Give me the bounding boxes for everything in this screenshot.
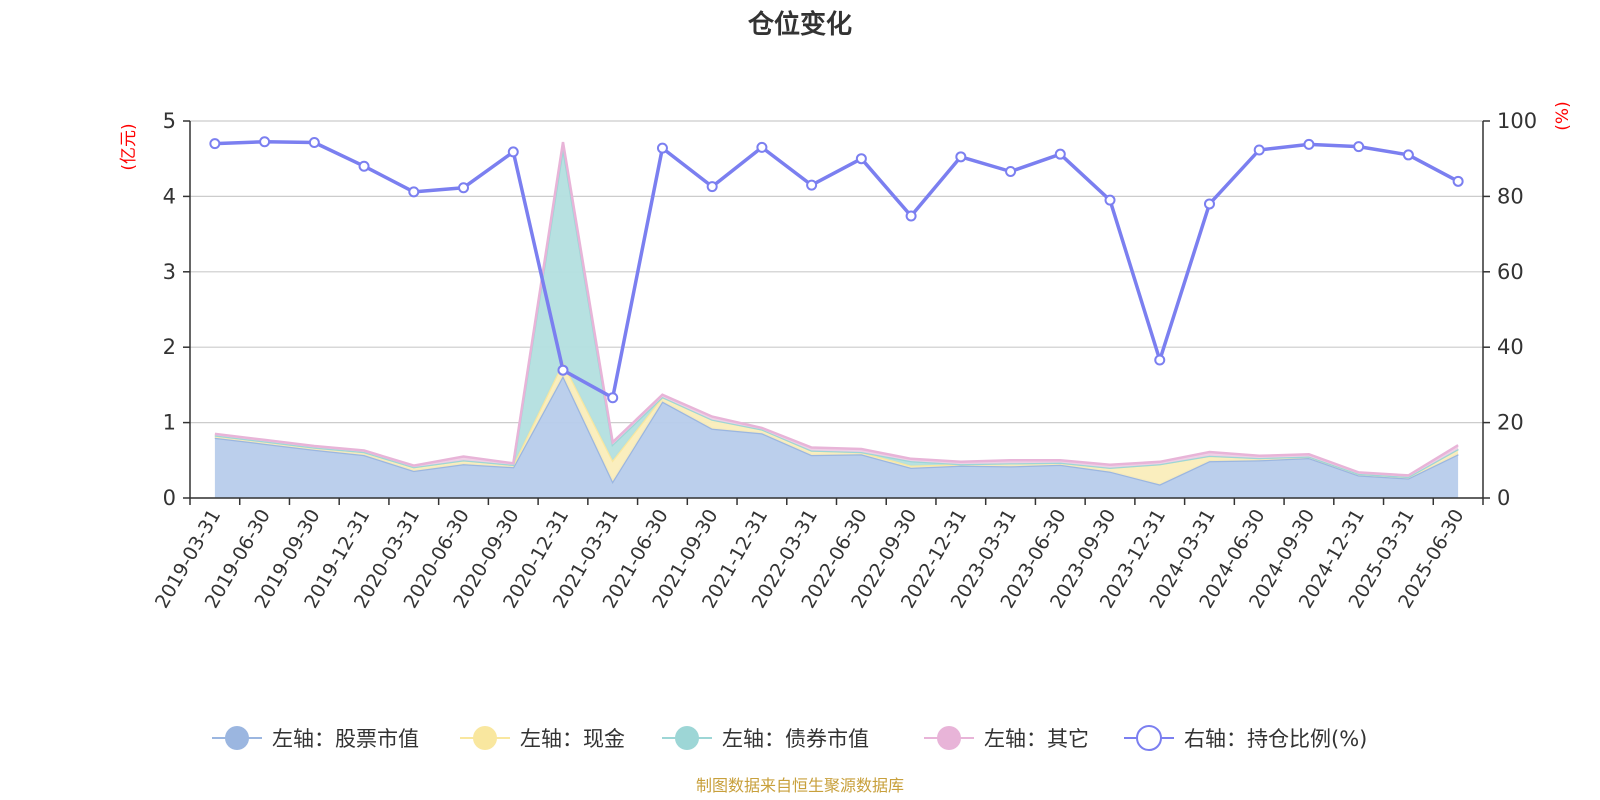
area-左轴：债券市值 [214, 147, 1459, 477]
ratio-point[interactable] [308, 136, 320, 148]
ratio-point[interactable] [607, 392, 619, 404]
ratio-point[interactable] [1005, 166, 1017, 178]
legend-marker [1136, 725, 1162, 751]
left-axis-label: (亿元) [119, 123, 139, 170]
legend: 左轴：股票市值 左轴：现金 左轴：债券市值 左轴：其它 右轴：持仓比例(%) [212, 725, 1367, 751]
legend-marker [473, 726, 497, 750]
legend-item[interactable]: 左轴：债券市值 [662, 726, 869, 751]
ratio-point[interactable] [1054, 148, 1066, 160]
legend-label: 右轴：持仓比例(%) [1184, 727, 1367, 751]
legend-marker [225, 726, 249, 750]
ratio-point[interactable] [706, 181, 718, 193]
stacked-areas [214, 141, 1459, 498]
legend-marker [675, 726, 699, 750]
legend-marker [937, 726, 961, 750]
right-tick-label: 20 [1497, 411, 1524, 435]
area-左轴：股票市值 [214, 375, 1459, 498]
right-tick-label: 60 [1497, 260, 1524, 284]
ratio-point[interactable] [855, 153, 867, 165]
axes: 0123450204060801002019-03-312019-06-3020… [151, 109, 1537, 612]
ratio-point[interactable] [1303, 138, 1315, 150]
ratio-point[interactable] [656, 142, 668, 154]
legend-label: 左轴：股票市值 [272, 727, 419, 751]
ratio-point[interactable] [756, 141, 768, 153]
right-tick-label: 80 [1497, 184, 1524, 208]
ratio-point[interactable] [905, 210, 917, 222]
ratio-point[interactable] [1203, 198, 1215, 210]
ratio-point[interactable] [507, 146, 519, 158]
left-tick-label: 5 [163, 109, 176, 133]
area-edge-左轴：其它 [214, 141, 1459, 477]
ratio-point[interactable] [1402, 149, 1414, 161]
ratio-point[interactable] [1353, 141, 1365, 153]
right-tick-label: 0 [1497, 486, 1510, 510]
ratio-point[interactable] [458, 182, 470, 194]
left-tick-label: 0 [163, 486, 176, 510]
right-tick-label: 40 [1497, 335, 1524, 359]
legend-item[interactable]: 左轴：现金 [460, 726, 625, 751]
legend-item[interactable]: 右轴：持仓比例(%) [1124, 725, 1367, 751]
legend-label: 左轴：债券市值 [722, 727, 869, 751]
position-ratio-line [209, 136, 1464, 404]
right-axis-label: (%) [1553, 101, 1573, 130]
left-tick-label: 3 [163, 260, 176, 284]
ratio-point[interactable] [806, 179, 818, 191]
legend-label: 左轴：其它 [984, 727, 1089, 751]
legend-item[interactable]: 左轴：股票市值 [212, 726, 419, 751]
left-tick-label: 2 [163, 335, 176, 359]
ratio-point[interactable] [1104, 194, 1116, 206]
source-note: 制图数据来自恒生聚源数据库 [696, 776, 904, 795]
left-tick-label: 4 [163, 184, 176, 208]
ratio-point[interactable] [408, 186, 420, 198]
ratio-point[interactable] [259, 136, 271, 148]
ratio-point[interactable] [955, 151, 967, 163]
right-tick-label: 100 [1497, 109, 1537, 133]
ratio-point[interactable] [209, 138, 221, 150]
legend-label: 左轴：现金 [520, 727, 625, 751]
chart-title: 仓位变化 [747, 9, 852, 40]
ratio-point[interactable] [557, 364, 569, 376]
ratio-line-path [214, 139, 1459, 400]
ratio-point[interactable] [1253, 144, 1265, 156]
area-左轴：其它 [214, 142, 1459, 477]
ratio-point[interactable] [358, 160, 370, 172]
left-tick-label: 1 [163, 411, 176, 435]
ratio-point[interactable] [1154, 354, 1166, 366]
ratio-point[interactable] [1452, 175, 1464, 187]
legend-item[interactable]: 左轴：其它 [924, 726, 1089, 751]
